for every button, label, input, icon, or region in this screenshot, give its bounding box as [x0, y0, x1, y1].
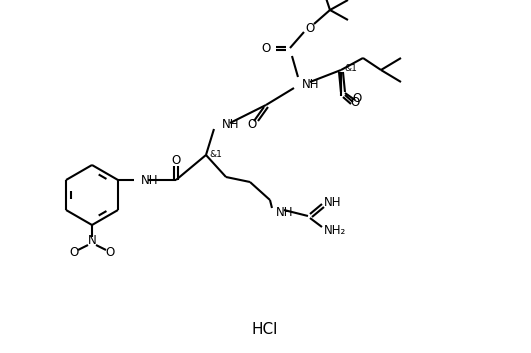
Text: O: O — [261, 42, 271, 55]
Text: O: O — [353, 91, 362, 104]
Text: &1: &1 — [209, 150, 222, 159]
Text: O: O — [305, 22, 314, 35]
Text: NH: NH — [222, 119, 239, 132]
Text: NH₂: NH₂ — [324, 223, 346, 237]
Text: NH: NH — [141, 174, 158, 186]
Text: O: O — [350, 96, 359, 108]
Text: N: N — [88, 234, 96, 247]
Text: O: O — [105, 246, 115, 259]
Text: O: O — [70, 246, 79, 259]
Text: NH: NH — [276, 205, 294, 219]
Text: O: O — [247, 119, 256, 132]
Text: NH: NH — [324, 196, 341, 209]
Text: HCl: HCl — [252, 323, 278, 337]
Text: NH: NH — [302, 78, 320, 91]
Text: &1: &1 — [344, 64, 357, 73]
Text: O: O — [172, 154, 181, 167]
